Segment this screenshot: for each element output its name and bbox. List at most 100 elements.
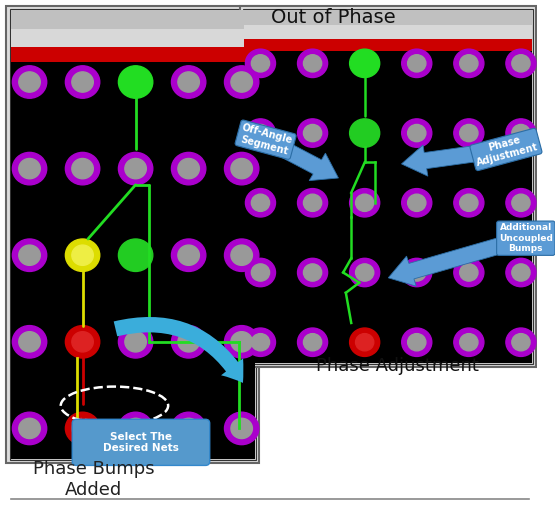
Circle shape [297, 49, 327, 78]
Circle shape [304, 194, 322, 211]
Circle shape [407, 124, 426, 141]
Circle shape [65, 239, 100, 271]
Circle shape [19, 332, 41, 352]
FancyBboxPatch shape [240, 6, 536, 367]
Circle shape [407, 194, 426, 211]
Circle shape [460, 55, 478, 72]
Text: Phase
Adjustment: Phase Adjustment [472, 131, 539, 168]
Circle shape [65, 66, 100, 98]
Circle shape [224, 153, 259, 185]
Circle shape [407, 55, 426, 72]
Circle shape [224, 239, 259, 271]
Circle shape [297, 258, 327, 286]
Text: Phase Adjustment: Phase Adjustment [316, 357, 479, 376]
Circle shape [402, 49, 432, 78]
Circle shape [251, 264, 270, 281]
Circle shape [251, 334, 270, 351]
FancyBboxPatch shape [243, 9, 533, 364]
Circle shape [245, 49, 275, 78]
FancyArrowPatch shape [114, 317, 244, 383]
Circle shape [134, 254, 137, 257]
Circle shape [72, 332, 93, 352]
Circle shape [356, 334, 374, 351]
Circle shape [506, 328, 536, 356]
FancyBboxPatch shape [7, 6, 259, 463]
Circle shape [350, 49, 380, 78]
FancyArrow shape [401, 143, 495, 176]
Circle shape [297, 328, 327, 356]
Circle shape [118, 66, 153, 98]
Circle shape [178, 418, 199, 439]
Circle shape [402, 189, 432, 217]
Circle shape [245, 328, 275, 356]
Circle shape [460, 334, 478, 351]
Circle shape [512, 55, 530, 72]
Circle shape [125, 332, 147, 352]
FancyArrow shape [388, 235, 513, 286]
Circle shape [506, 258, 536, 286]
Circle shape [304, 334, 322, 351]
FancyBboxPatch shape [244, 40, 532, 51]
Circle shape [12, 412, 47, 445]
Circle shape [512, 334, 530, 351]
Circle shape [118, 325, 153, 358]
FancyBboxPatch shape [11, 10, 255, 62]
Circle shape [356, 264, 374, 281]
Text: Off-Angle
Segment: Off-Angle Segment [238, 123, 294, 157]
Text: Select The
Desired Nets: Select The Desired Nets [103, 431, 179, 453]
Circle shape [118, 239, 153, 271]
Circle shape [454, 189, 484, 217]
Circle shape [454, 49, 484, 78]
FancyBboxPatch shape [11, 29, 255, 47]
Text: Out of Phase: Out of Phase [271, 8, 395, 26]
Circle shape [407, 264, 426, 281]
Circle shape [231, 72, 253, 92]
FancyBboxPatch shape [9, 9, 256, 460]
Text: Additional
Uncoupled
Bumps: Additional Uncoupled Bumps [499, 223, 553, 253]
Circle shape [224, 325, 259, 358]
Circle shape [407, 334, 426, 351]
Circle shape [454, 119, 484, 147]
Circle shape [171, 239, 206, 271]
Circle shape [65, 325, 100, 358]
Circle shape [460, 194, 478, 211]
FancyBboxPatch shape [244, 10, 532, 51]
Circle shape [245, 189, 275, 217]
Circle shape [460, 264, 478, 281]
Circle shape [125, 159, 147, 179]
Circle shape [134, 81, 137, 84]
Circle shape [12, 325, 47, 358]
Circle shape [65, 412, 100, 445]
Circle shape [251, 124, 270, 141]
Circle shape [72, 245, 93, 265]
Circle shape [231, 418, 253, 439]
Circle shape [65, 153, 100, 185]
Circle shape [251, 55, 270, 72]
Circle shape [402, 119, 432, 147]
Circle shape [350, 189, 380, 217]
Circle shape [19, 72, 41, 92]
Circle shape [118, 153, 153, 185]
Circle shape [224, 412, 259, 445]
Circle shape [363, 132, 366, 134]
Circle shape [506, 189, 536, 217]
Circle shape [454, 258, 484, 286]
Circle shape [12, 153, 47, 185]
Circle shape [402, 328, 432, 356]
Circle shape [171, 153, 206, 185]
Circle shape [245, 258, 275, 286]
Circle shape [19, 418, 41, 439]
Circle shape [231, 332, 253, 352]
Circle shape [171, 325, 206, 358]
Circle shape [171, 66, 206, 98]
Circle shape [304, 264, 322, 281]
Circle shape [512, 194, 530, 211]
Circle shape [297, 189, 327, 217]
Circle shape [178, 72, 199, 92]
Circle shape [178, 332, 199, 352]
FancyArrow shape [270, 137, 339, 180]
FancyBboxPatch shape [244, 25, 532, 40]
Circle shape [251, 194, 270, 211]
Circle shape [231, 159, 253, 179]
Circle shape [12, 239, 47, 271]
